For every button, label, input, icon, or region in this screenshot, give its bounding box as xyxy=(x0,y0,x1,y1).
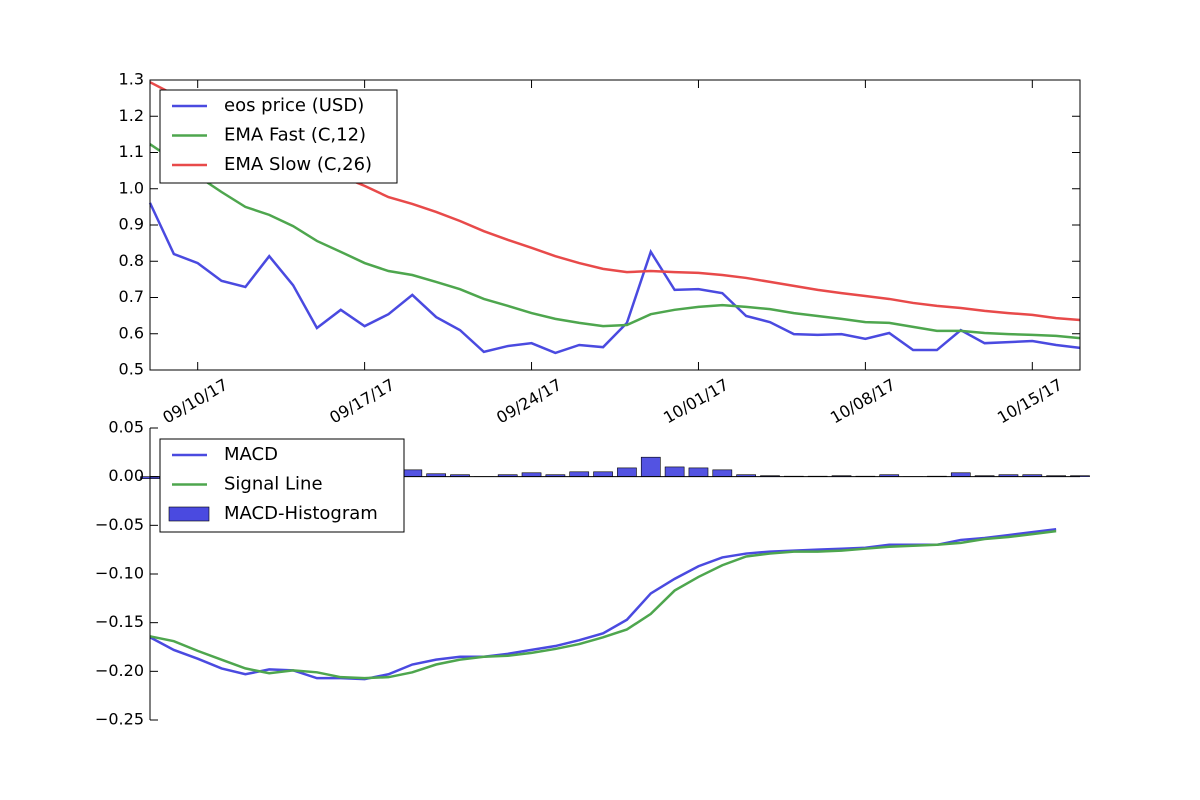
y-tick-label: −0.05 xyxy=(95,515,144,534)
legend-label: eos price (USD) xyxy=(224,95,364,116)
histogram-bar xyxy=(688,467,709,477)
y-tick-label: 0.6 xyxy=(119,323,144,342)
histogram-bar xyxy=(593,471,613,477)
y-tick-label: −0.15 xyxy=(95,612,144,631)
histogram-bar xyxy=(521,472,542,477)
histogram-bar xyxy=(640,456,661,477)
x-tick-label: 09/24/17 xyxy=(493,375,565,427)
series-line xyxy=(149,529,1057,680)
histogram-bar xyxy=(712,469,733,477)
histogram-bar xyxy=(617,467,637,477)
y-tick-label: 1.3 xyxy=(119,70,144,89)
y-tick-label: 0.9 xyxy=(119,215,144,234)
series-line xyxy=(149,527,1057,681)
x-tick-label: 10/01/17 xyxy=(660,375,732,427)
y-tick-label: 1.0 xyxy=(119,178,144,197)
legend: MACD Signal Line MACD-Histogram xyxy=(159,438,405,533)
y-tick-label: 0.00 xyxy=(108,466,144,485)
legend: eos price (USD) EMA Fast (C,12) EMA Slow (… xyxy=(159,89,398,184)
histogram-bar xyxy=(664,466,685,477)
histogram-bar xyxy=(569,471,590,477)
legend-label: EMA Slow (C,26) xyxy=(224,154,372,175)
x-tick-label: 09/17/17 xyxy=(326,375,398,427)
subplot: −0.25 −0.20 −0.15 −0.10 −0.05 0.00 0.05 MACD Sig… xyxy=(95,418,1090,729)
y-tick-label: −0.20 xyxy=(95,661,144,680)
y-tick-label: −0.10 xyxy=(95,564,144,583)
y-tick-label: 0.5 xyxy=(119,360,144,379)
x-tick-label: 10/15/17 xyxy=(994,375,1066,427)
legend-swatch xyxy=(168,506,210,522)
x-tick-label: 09/10/17 xyxy=(159,375,231,427)
y-tick-label: 1.2 xyxy=(119,106,144,125)
legend-label: EMA Fast (C,12) xyxy=(224,125,366,146)
histogram-bar xyxy=(402,469,423,477)
legend-label: MACD xyxy=(224,444,278,465)
x-tick-label: 10/08/17 xyxy=(827,375,899,427)
y-tick-label: 0.7 xyxy=(119,287,144,306)
legend-label: Signal Line xyxy=(224,474,323,495)
y-tick-label: 0.05 xyxy=(108,418,144,437)
series-line xyxy=(148,202,1081,355)
subplot: 0.5 0.6 0.7 0.8 0.9 1.0 1.1 1.2 1.3 09/10/17 09/17… xyxy=(119,70,1081,427)
legend-label: MACD-Histogram xyxy=(224,503,378,524)
histogram-bar xyxy=(950,472,971,477)
y-tick-label: −0.25 xyxy=(95,710,144,729)
series-line xyxy=(149,143,1081,340)
y-tick-label: 1.1 xyxy=(119,142,144,161)
y-tick-label: 0.8 xyxy=(119,251,144,270)
